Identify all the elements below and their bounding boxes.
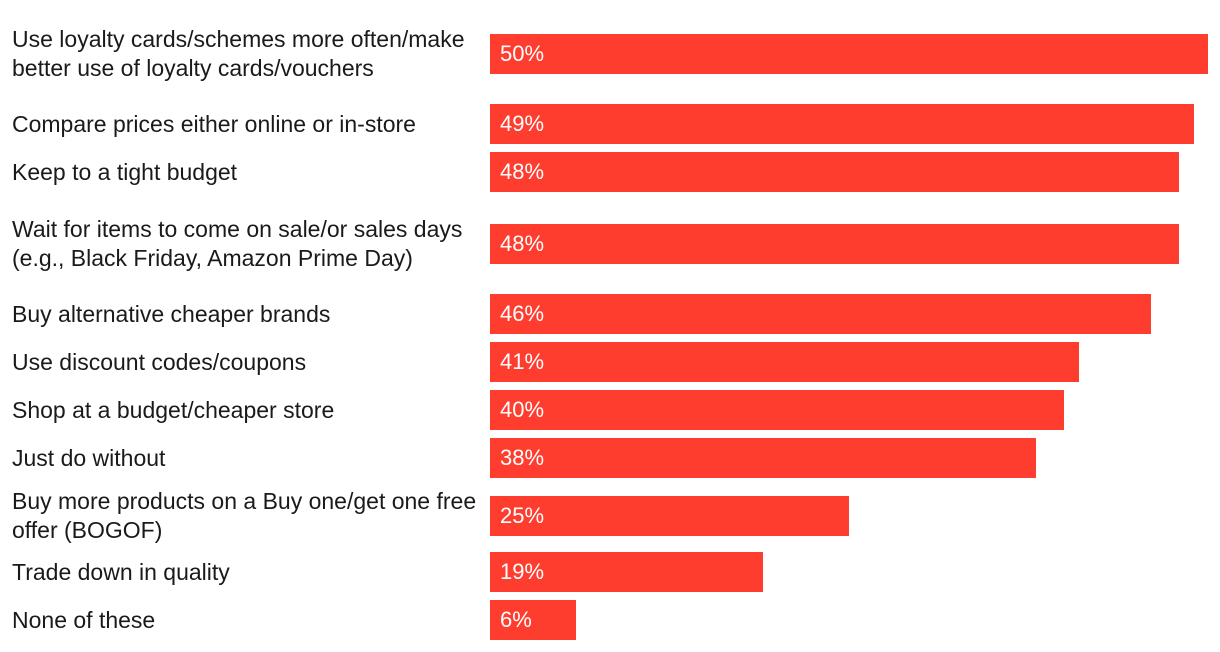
- bar: [490, 438, 1036, 478]
- category-label: Shop at a budget/cheaper store: [12, 396, 335, 423]
- category-label: Wait for items to come on sale/or sales …: [12, 216, 463, 271]
- bar-value-label: 19%: [500, 559, 545, 584]
- bar-value-label: 48%: [500, 231, 545, 256]
- bar: [490, 552, 763, 592]
- category-label: Keep to a tight budget: [12, 158, 238, 185]
- category-label: Just do without: [12, 444, 166, 471]
- bar: [490, 294, 1151, 334]
- bar-value-label: 38%: [500, 445, 545, 470]
- category-label: None of these: [12, 606, 156, 633]
- category-label: Compare prices either online or in-store: [12, 110, 416, 137]
- bar-value-label: 6%: [500, 607, 532, 632]
- bar-value-label: 41%: [500, 349, 545, 374]
- category-label: Trade down in quality: [12, 558, 230, 585]
- bar: [490, 104, 1194, 144]
- bar: [490, 496, 849, 536]
- bar-value-label: 46%: [500, 301, 545, 326]
- bar-value-label: 49%: [500, 111, 545, 136]
- bar-value-label: 25%: [500, 503, 545, 528]
- bar-value-label: 48%: [500, 159, 545, 184]
- bar: [490, 390, 1064, 430]
- category-label: Use loyalty cards/schemes more often/mak…: [12, 26, 465, 81]
- bar: [490, 34, 1208, 74]
- bar: [490, 152, 1179, 192]
- bar: [490, 224, 1179, 264]
- bar-value-label: 40%: [500, 397, 545, 422]
- category-label: Use discount codes/coupons: [12, 348, 307, 375]
- bar: [490, 600, 576, 640]
- bar-value-label: 50%: [500, 41, 545, 66]
- category-label: Buy alternative cheaper brands: [12, 300, 331, 327]
- category-label: Buy more products on a Buy one/get one f…: [12, 488, 477, 543]
- bar: [490, 342, 1079, 382]
